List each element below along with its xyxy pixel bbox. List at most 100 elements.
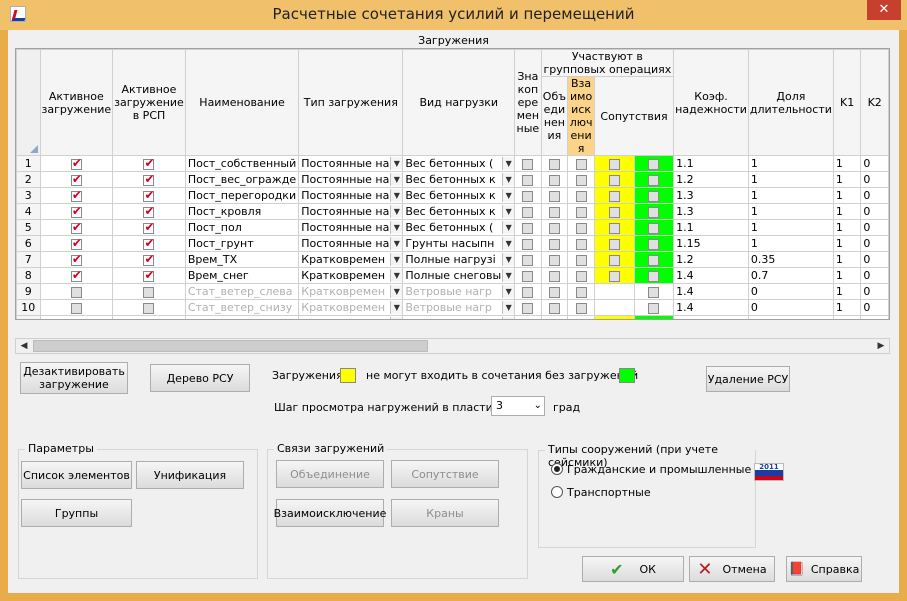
load-kind-cell[interactable]: Вес бетонных к ▼ [402,187,516,204]
active-cell[interactable] [39,283,114,300]
accomp-a-checkbox[interactable] [608,206,620,218]
chevron-down-icon[interactable]: ▼ [502,157,514,170]
load-kind-cell[interactable]: Вес бетонных (▼ [402,219,516,236]
sign-variable-cell[interactable] [514,299,542,316]
active-cell[interactable] [39,251,114,268]
active-rsp-cell[interactable] [112,251,186,268]
active-rsp-cell[interactable] [112,187,186,204]
horizontal-scrollbar[interactable]: ◀ ▶ [15,338,890,354]
civil-radio-label[interactable]: Гражданские и промышленные [567,463,752,476]
accomp-cell-b[interactable] [633,299,675,316]
union-cell[interactable] [540,203,569,220]
union-cell[interactable] [540,267,569,284]
header-load-type[interactable]: Тип загружения [298,49,404,156]
duration-cell[interactable]: 1 [747,235,834,252]
active-rsp-checkbox[interactable] [143,221,155,234]
active-rsp-checkbox[interactable] [143,189,155,202]
accomp-cell-b[interactable] [633,315,675,319]
active-rsp-checkbox[interactable] [143,205,155,218]
k1-cell[interactable]: 1 [832,187,862,204]
sign-variable-cell[interactable] [514,187,542,204]
load-type-cell[interactable]: Кратковремен ▼ [298,299,404,316]
chevron-down-icon[interactable]: ▼ [390,237,402,250]
accomp-cell-a[interactable] [593,155,635,172]
accomp-cell-a[interactable] [593,187,635,204]
accomp-cell-a[interactable] [593,219,635,236]
load-kind-cell[interactable]: Вес бетонных (▼ [402,155,516,172]
accomp-a-checkbox[interactable] [608,158,620,170]
header-accomp[interactable]: Сопутствия [593,76,675,156]
union-button[interactable]: Объединение [276,460,384,488]
chevron-down-icon[interactable]: ▼ [502,269,514,282]
load-type-cell[interactable]: Кратковремен ▼ [298,251,404,268]
load-type-cell[interactable]: Кратковремен ▼ [298,283,404,300]
accomp-b-checkbox[interactable] [648,158,660,170]
table-row[interactable]: 10 Стат_ветер_снизу Кратковремен ▼ Ветровые … [16,299,889,316]
coef-cell[interactable]: 1.1 [673,155,749,172]
accomp-a-checkbox[interactable] [608,190,620,202]
row-number[interactable]: 11 [16,315,41,319]
sign-variable-checkbox[interactable] [522,238,534,250]
active-rsp-checkbox[interactable] [143,269,155,282]
accomp-b-checkbox[interactable] [648,286,660,298]
row-number[interactable]: 9 [16,283,41,300]
load-kind-cell[interactable]: Вес бетонных к ▼ [402,171,516,188]
groups-button[interactable]: Группы [21,499,132,527]
active-cell[interactable] [39,267,114,284]
load-type-cell[interactable]: Постоянные на ▼ [298,155,404,172]
row-number[interactable]: 3 [16,187,41,204]
load-kind-cell[interactable]: Ветровые нагр ▼ [402,283,516,300]
union-cell[interactable] [540,187,569,204]
active-rsp-checkbox[interactable] [143,253,155,266]
active-rsp-cell[interactable] [112,203,186,220]
sign-variable-checkbox[interactable] [522,206,534,218]
chevron-down-icon[interactable]: ▼ [390,269,402,282]
load-name-cell[interactable]: Стат_ветер_снизу [184,299,300,316]
mutex-cell[interactable] [567,203,595,220]
accomp-cell-a[interactable] [593,171,635,188]
k1-cell[interactable]: 1 [832,155,862,172]
duration-cell[interactable]: 1 [747,171,834,188]
k1-cell[interactable]: 1 [832,235,862,252]
load-type-cell[interactable]: Постоянные на ▼ [298,171,404,188]
sign-variable-checkbox[interactable] [522,190,534,202]
accomp-b-checkbox[interactable] [648,302,660,314]
mutex-cell[interactable] [567,187,595,204]
civil-radio[interactable] [551,463,563,475]
header-load-kind[interactable]: Вид нагрузки [402,49,516,156]
sign-variable-checkbox[interactable] [522,222,534,234]
sign-variable-cell[interactable] [514,315,542,319]
k2-cell[interactable]: 0 [860,251,889,268]
load-name-cell[interactable]: Пост_собственный [184,155,300,172]
active-rsp-checkbox[interactable] [143,317,155,319]
mutex-cell[interactable] [567,315,595,319]
union-checkbox[interactable] [548,206,560,218]
load-name-cell[interactable]: Дин_ветер_слева [184,315,300,319]
ok-button[interactable]: ✔ ОК [582,556,684,582]
mutex-checkbox[interactable] [575,270,587,282]
k1-cell[interactable]: 1 [832,219,862,236]
cranes-button[interactable]: Краны [391,499,499,527]
accomp-cell-b[interactable] [633,251,675,268]
duration-cell[interactable]: 0 [747,283,834,300]
union-checkbox[interactable] [548,254,560,266]
accomp-b-checkbox[interactable] [648,222,660,234]
coef-cell[interactable]: 1.15 [673,235,749,252]
chevron-down-icon[interactable]: ▼ [390,317,402,319]
transport-radio-label[interactable]: Транспортные [567,486,651,499]
active-rsp-checkbox[interactable] [143,157,155,170]
coef-cell[interactable]: 1.3 [673,187,749,204]
header-active-rsp[interactable]: Активное загружение в РСП [112,49,186,156]
chevron-down-icon[interactable]: ▼ [502,253,514,266]
mutex-checkbox[interactable] [575,206,587,218]
load-name-cell[interactable]: Пост_грунт [184,235,300,252]
transport-radio[interactable] [551,486,563,498]
load-name-cell[interactable]: Пост_перегородки [184,187,300,204]
sign-variable-checkbox[interactable] [522,174,534,186]
active-rsp-checkbox[interactable] [143,173,155,186]
union-checkbox[interactable] [548,158,560,170]
